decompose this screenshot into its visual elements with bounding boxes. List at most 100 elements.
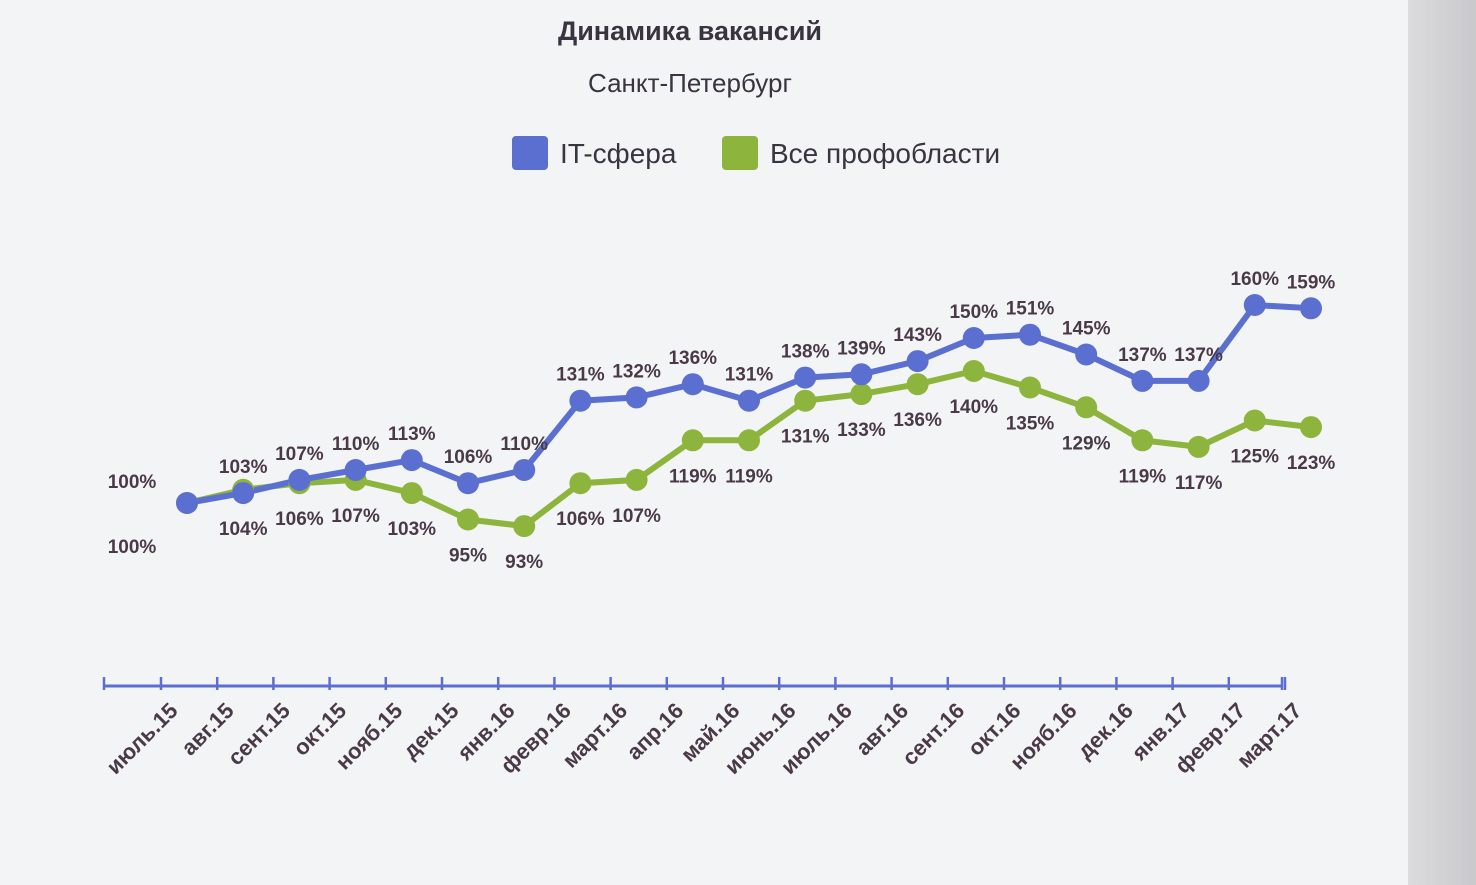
data-label-all: 131% [781, 427, 830, 448]
data-label-it: 100% [108, 472, 157, 493]
x-tick-label: сент.15 [223, 698, 295, 770]
data-point-all [513, 515, 536, 538]
data-label-it: 132% [612, 361, 661, 382]
x-tick-label: дек.15 [398, 698, 464, 764]
data-point-all [794, 389, 817, 412]
data-label-it: 107% [275, 444, 324, 465]
data-point-all [1075, 396, 1098, 419]
data-point-all [569, 472, 592, 495]
data-label-all: 136% [893, 410, 942, 431]
data-point-all [400, 482, 423, 505]
data-label-all: 100% [108, 537, 157, 558]
data-point-all [738, 429, 760, 452]
data-point-it [344, 459, 367, 481]
data-point-it [794, 366, 817, 389]
data-label-all: 135% [1006, 414, 1055, 435]
legend-swatch-it [512, 136, 548, 170]
data-point-all [457, 508, 479, 531]
data-point-all [906, 373, 929, 396]
data-label-all: 106% [556, 509, 605, 530]
data-point-it [681, 373, 704, 396]
data-label-it: 110% [332, 434, 380, 455]
x-tick-label: сент.16 [897, 698, 969, 770]
data-point-it [232, 482, 255, 505]
data-label-all: 119% [725, 466, 773, 487]
data-label-it: 138% [781, 342, 830, 363]
paper-edge [1408, 0, 1476, 885]
data-label-it: 106% [444, 447, 493, 468]
data-point-all [1131, 429, 1154, 452]
data-label-it: 159% [1287, 272, 1336, 293]
data-label-all: 95% [449, 546, 487, 567]
data-label-all: 123% [1287, 453, 1336, 474]
data-point-it [1243, 294, 1266, 316]
data-label-it: 151% [1006, 299, 1055, 320]
data-label-it: 131% [725, 365, 774, 386]
data-point-it [1075, 343, 1098, 366]
data-point-all [962, 360, 985, 382]
data-point-all [1300, 416, 1322, 439]
data-label-it: 145% [1062, 319, 1111, 340]
data-label-all: 103% [387, 519, 436, 540]
data-point-all [1019, 376, 1041, 399]
data-label-it: 150% [949, 302, 998, 323]
data-point-it [513, 459, 536, 481]
data-label-all: 140% [949, 397, 998, 418]
data-point-all [1187, 435, 1210, 458]
data-label-it: 136% [668, 348, 717, 369]
data-point-it [288, 468, 311, 491]
data-label-all: 107% [612, 506, 661, 527]
x-tick-labels: июль.15авг.15сент.15окт.15нояб.15дек.15я… [101, 698, 1306, 779]
data-label-all: 129% [1062, 433, 1111, 454]
x-tick-label: дек.16 [1072, 698, 1138, 764]
data-point-it [569, 389, 592, 412]
x-axis [102, 677, 1287, 690]
data-label-it: 103% [219, 457, 268, 478]
x-tick-label: июль.15 [101, 698, 182, 779]
data-label-it: 137% [1174, 345, 1223, 366]
data-label-all: 117% [1175, 473, 1223, 494]
data-label-all: 104% [219, 519, 268, 540]
data-point-it [962, 327, 985, 349]
data-point-all [681, 429, 704, 452]
data-point-it [1131, 369, 1154, 392]
data-point-it [1187, 369, 1210, 392]
data-point-all [625, 468, 648, 491]
series-points [176, 294, 1322, 538]
data-labels: 100% 100% 103% 104% 107% 106% 110% 107% 113% 103%… [108, 269, 1336, 573]
data-point-it [906, 350, 929, 373]
data-label-it: 110% [500, 434, 548, 455]
data-label-all: 106% [275, 509, 324, 530]
data-label-it: 160% [1230, 269, 1279, 290]
data-label-all: 107% [331, 506, 380, 527]
data-point-all [850, 383, 873, 406]
data-label-it: 113% [388, 424, 436, 445]
data-point-it [400, 449, 423, 472]
data-point-it [1019, 323, 1041, 346]
data-point-it [625, 386, 648, 409]
data-label-all: 119% [669, 466, 717, 487]
chart-title: Динамика вакансий [557, 16, 823, 46]
data-label-it: 137% [1118, 345, 1167, 366]
data-label-all: 119% [1119, 466, 1167, 487]
legend-label-all: Все профобласти [770, 138, 1001, 169]
data-label-all: 125% [1230, 447, 1279, 468]
data-label-all: 133% [837, 420, 886, 441]
data-label-it: 131% [556, 365, 605, 386]
data-point-it [457, 472, 479, 495]
series-lines [184, 302, 1314, 530]
data-point-it [176, 492, 198, 514]
data-label-it: 143% [893, 325, 942, 346]
data-point-it [850, 363, 873, 386]
data-label-it: 139% [837, 338, 886, 359]
data-label-all: 93% [505, 552, 543, 573]
data-point-all [1243, 409, 1266, 432]
legend-swatch-all [722, 136, 758, 170]
x-tick-label: апр.16 [621, 698, 688, 765]
legend-label-it: IT-сфера [560, 138, 677, 169]
data-point-it [738, 389, 760, 412]
chart-subtitle: Санкт-Петербург [588, 68, 792, 98]
data-point-it [1300, 297, 1322, 320]
